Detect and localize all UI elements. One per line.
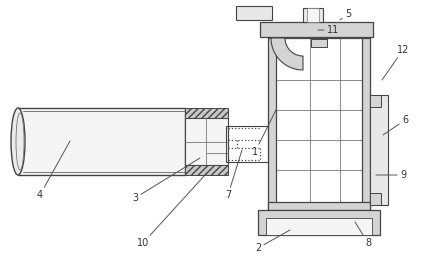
Text: 6: 6 — [383, 115, 408, 135]
Bar — [226, 126, 268, 162]
Text: 2: 2 — [255, 230, 290, 253]
Bar — [303, 8, 323, 22]
Bar — [236, 6, 272, 20]
Bar — [185, 108, 228, 118]
Bar — [185, 118, 228, 165]
Bar — [307, 8, 319, 22]
Ellipse shape — [11, 108, 25, 175]
Text: 8: 8 — [355, 222, 371, 248]
Text: 5: 5 — [340, 9, 351, 20]
Bar — [268, 202, 370, 210]
Bar — [370, 95, 388, 205]
Text: 12: 12 — [382, 45, 409, 80]
Bar — [370, 193, 381, 205]
Bar — [362, 30, 370, 210]
Bar — [185, 165, 228, 175]
Bar — [311, 39, 327, 47]
Bar — [268, 30, 370, 38]
Bar — [276, 37, 362, 38]
Text: 3: 3 — [132, 158, 200, 203]
Bar — [258, 210, 380, 235]
Bar — [266, 218, 372, 235]
Text: 10: 10 — [137, 175, 205, 248]
Text: 7: 7 — [225, 150, 242, 200]
Text: 9: 9 — [376, 170, 406, 180]
Bar — [268, 30, 276, 210]
Text: 11: 11 — [318, 25, 339, 35]
Bar — [260, 22, 373, 37]
Bar — [370, 95, 381, 107]
Polygon shape — [271, 38, 303, 70]
Text: 1: 1 — [252, 110, 276, 157]
Bar — [18, 108, 185, 175]
Text: 4: 4 — [37, 141, 70, 200]
